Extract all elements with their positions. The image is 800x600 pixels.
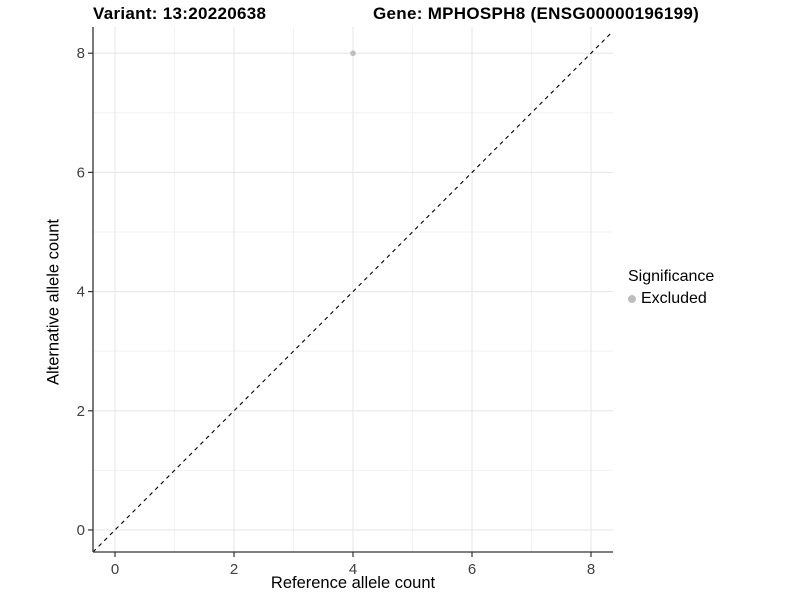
- x-tick-label: 8: [587, 561, 595, 578]
- legend-item-excluded: Excluded: [628, 290, 714, 308]
- legend-title: Significance: [628, 268, 715, 285]
- identity-reference-line: [92, 30, 614, 553]
- y-tick-label: 6: [77, 164, 85, 181]
- legend-marker-circle-icon: [628, 295, 636, 303]
- x-axis-title: Reference allele count: [270, 574, 436, 592]
- plot-title-gene: Gene: MPHOSPH8 (ENSG00000196199): [373, 4, 700, 23]
- data-point: [350, 50, 356, 57]
- legend-item-label: Excluded: [641, 290, 707, 307]
- y-tick-label: 8: [77, 45, 85, 62]
- y-tick-label: 2: [77, 403, 85, 420]
- x-tick-label: 4: [349, 561, 357, 578]
- legend: Significance Excluded: [628, 268, 714, 308]
- x-tick-label: 0: [111, 561, 119, 578]
- x-tick-label: 2: [230, 561, 238, 578]
- y-axis-title: Alternative allele count: [44, 218, 63, 386]
- x-tick-label: 6: [468, 561, 476, 578]
- plot-title-variant: Variant: 13:20220638: [93, 4, 267, 23]
- y-tick-label: 0: [77, 522, 85, 539]
- y-tick-label: 4: [77, 284, 85, 301]
